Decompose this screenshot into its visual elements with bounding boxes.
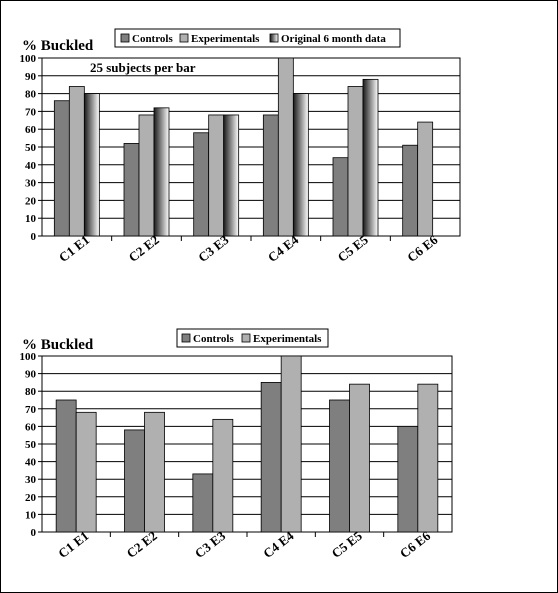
x-tick-label: C2 E2 (126, 232, 162, 265)
bar (277, 57, 294, 237)
y-tick-label: 80 (25, 386, 37, 398)
y-tick-label: 30 (25, 178, 37, 190)
bar (329, 399, 350, 533)
bar (83, 93, 100, 237)
x-tick-label: C5 E5 (329, 528, 366, 561)
y-tick-label: 70 (25, 404, 37, 416)
y-tick-label: 10 (25, 509, 37, 521)
bar (212, 418, 234, 533)
plot-area: 0 10 20 30 40 50 60 70 80 90 100 C1 E1 C2 E2 C3 E3 C4 … (20, 351, 453, 561)
x-tick-label: C6 E6 (397, 528, 434, 561)
bar (347, 86, 364, 237)
x-tick-label: C3 E3 (192, 528, 229, 561)
legend-label-experimentals: Experimentals (253, 333, 322, 345)
legend-box (114, 28, 401, 48)
bar (193, 132, 210, 237)
bar (402, 144, 419, 237)
x-tick-label: C2 E2 (124, 528, 160, 561)
y-axis-label: % Buckled (22, 337, 94, 353)
legend-swatch-experimentals (241, 333, 251, 343)
bar-chart-bottom: 0 10 20 30 40 50 60 70 80 90 100 C1 E1 C2 E2 C3 E3 C4 … (20, 328, 453, 561)
bar (208, 114, 225, 237)
bar (153, 107, 170, 237)
legend-box (176, 328, 329, 348)
y-tick-label: 30 (25, 474, 37, 486)
bar (262, 114, 279, 237)
bar (260, 382, 282, 533)
legend: Controls Experimentals (176, 328, 329, 348)
legend-label-experimentals: Experimentals (191, 33, 260, 45)
y-tick-label: 60 (25, 421, 37, 433)
y-tick-label: 90 (25, 71, 37, 83)
legend: Controls Experimentals Original 6 month … (114, 28, 401, 48)
bar (223, 114, 240, 237)
x-tick-label: C6 E6 (404, 232, 441, 265)
bar (332, 157, 349, 237)
bar (280, 355, 302, 533)
annotation-subjects: 25 subjects per bar (90, 60, 196, 75)
bar (349, 383, 370, 533)
y-tick-label: 40 (25, 160, 37, 172)
legend-label-original: Original 6 month data (281, 33, 386, 45)
y-axis-label: % Buckled (22, 38, 94, 54)
y-tick-label: 20 (25, 492, 37, 504)
x-tick-label: C4 E4 (260, 528, 297, 561)
bar-chart-top: 0 10 20 30 40 50 60 70 80 90 100 C1 E1 C2 E2 C3 E3 C4 … (20, 28, 461, 265)
legend-swatch-original (269, 33, 279, 43)
legend-swatch-experimentals (179, 33, 189, 43)
bar (53, 100, 70, 237)
y-tick-label: 50 (25, 142, 37, 154)
y-tick-label: 50 (25, 439, 37, 451)
x-tick-label: C1 E1 (56, 232, 92, 265)
bar (124, 429, 145, 533)
y-tick-label: 70 (25, 106, 37, 118)
x-tick-label: C1 E1 (55, 528, 91, 561)
y-tick-label: 100 (20, 351, 37, 363)
y-tick-label: 10 (25, 213, 37, 225)
x-tick-label: C4 E4 (265, 232, 302, 265)
y-tick-label: 0 (31, 231, 37, 243)
y-tick-label: 40 (25, 457, 37, 469)
legend-swatch-controls (120, 33, 130, 43)
bar (68, 86, 85, 237)
bar (144, 411, 165, 533)
bar (362, 78, 379, 237)
x-tick-label: C3 E3 (195, 232, 232, 265)
y-tick-label: 100 (20, 53, 37, 65)
bar (138, 114, 155, 237)
plot-area: 0 10 20 30 40 50 60 70 80 90 100 C1 E1 C2 E2 C3 E3 C4 … (20, 53, 461, 265)
y-tick-label: 80 (25, 89, 37, 101)
bar (123, 143, 140, 237)
bar (75, 411, 97, 533)
x-tick-label: C5 E5 (335, 232, 372, 265)
y-tick-label: 90 (25, 369, 37, 381)
bar (192, 473, 214, 533)
y-tick-label: 0 (31, 527, 37, 539)
legend-label-controls: Controls (132, 33, 173, 45)
bar (397, 425, 419, 533)
y-tick-label: 60 (25, 124, 37, 136)
legend-label-controls: Controls (193, 333, 234, 345)
y-tick-label: 20 (25, 195, 37, 207)
bar (55, 399, 77, 533)
bar (417, 121, 434, 237)
bar (292, 93, 309, 237)
legend-swatch-controls (181, 333, 191, 343)
bar (417, 383, 439, 533)
